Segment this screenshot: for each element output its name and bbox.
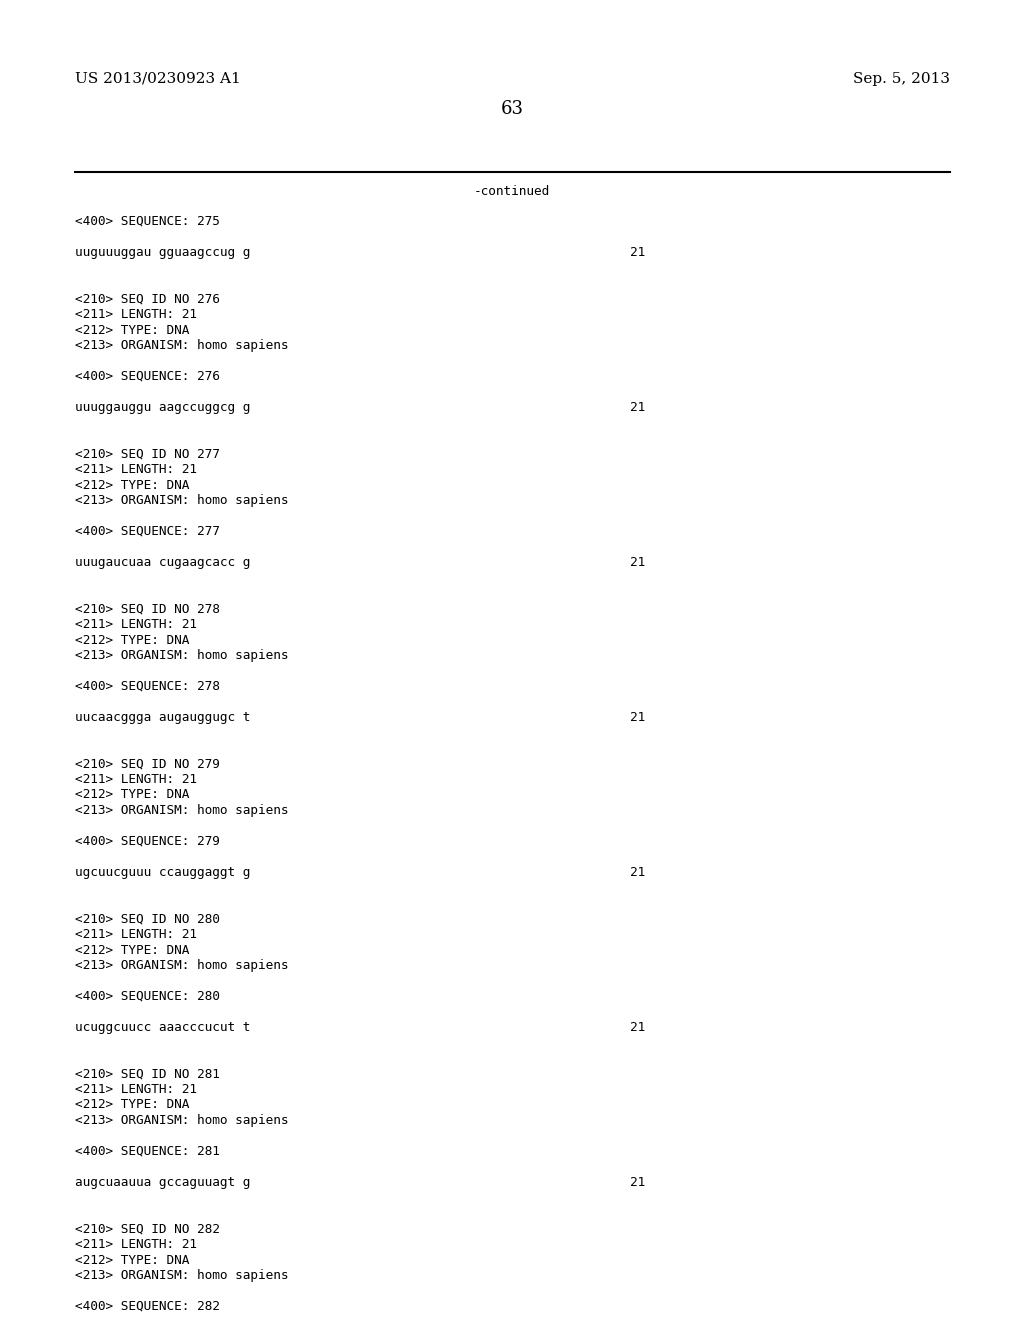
Text: <211> LENGTH: 21: <211> LENGTH: 21 (75, 308, 197, 321)
Text: <213> ORGANISM: homo sapiens: <213> ORGANISM: homo sapiens (75, 1114, 289, 1127)
Text: 21: 21 (630, 556, 645, 569)
Text: <213> ORGANISM: homo sapiens: <213> ORGANISM: homo sapiens (75, 649, 289, 663)
Text: -continued: -continued (474, 185, 550, 198)
Text: <400> SEQUENCE: 275: <400> SEQUENCE: 275 (75, 215, 220, 228)
Text: <210> SEQ ID NO 282: <210> SEQ ID NO 282 (75, 1222, 220, 1236)
Text: augcuaauua gccaguuagt g: augcuaauua gccaguuagt g (75, 1176, 251, 1189)
Text: <400> SEQUENCE: 276: <400> SEQUENCE: 276 (75, 370, 220, 383)
Text: <213> ORGANISM: homo sapiens: <213> ORGANISM: homo sapiens (75, 804, 289, 817)
Text: <211> LENGTH: 21: <211> LENGTH: 21 (75, 1238, 197, 1251)
Text: ugcuucguuu ccauggaggt g: ugcuucguuu ccauggaggt g (75, 866, 251, 879)
Text: 21: 21 (630, 1020, 645, 1034)
Text: <210> SEQ ID NO 279: <210> SEQ ID NO 279 (75, 758, 220, 771)
Text: <211> LENGTH: 21: <211> LENGTH: 21 (75, 1082, 197, 1096)
Text: Sep. 5, 2013: Sep. 5, 2013 (853, 73, 950, 86)
Text: <400> SEQUENCE: 282: <400> SEQUENCE: 282 (75, 1300, 220, 1313)
Text: <211> LENGTH: 21: <211> LENGTH: 21 (75, 928, 197, 941)
Text: ucuggcuucc aaacccucut t: ucuggcuucc aaacccucut t (75, 1020, 251, 1034)
Text: <210> SEQ ID NO 278: <210> SEQ ID NO 278 (75, 602, 220, 615)
Text: <213> ORGANISM: homo sapiens: <213> ORGANISM: homo sapiens (75, 1269, 289, 1282)
Text: uuugaucuaa cugaagcacc g: uuugaucuaa cugaagcacc g (75, 556, 251, 569)
Text: <212> TYPE: DNA: <212> TYPE: DNA (75, 634, 189, 647)
Text: 63: 63 (501, 100, 523, 117)
Text: <213> ORGANISM: homo sapiens: <213> ORGANISM: homo sapiens (75, 339, 289, 352)
Text: uuguuuggau gguaagccug g: uuguuuggau gguaagccug g (75, 246, 251, 259)
Text: 21: 21 (630, 711, 645, 723)
Text: <213> ORGANISM: homo sapiens: <213> ORGANISM: homo sapiens (75, 960, 289, 972)
Text: <210> SEQ ID NO 277: <210> SEQ ID NO 277 (75, 447, 220, 461)
Text: US 2013/0230923 A1: US 2013/0230923 A1 (75, 73, 241, 86)
Text: <400> SEQUENCE: 279: <400> SEQUENCE: 279 (75, 836, 220, 847)
Text: <212> TYPE: DNA: <212> TYPE: DNA (75, 1098, 189, 1111)
Text: <212> TYPE: DNA: <212> TYPE: DNA (75, 788, 189, 801)
Text: <400> SEQUENCE: 278: <400> SEQUENCE: 278 (75, 680, 220, 693)
Text: 21: 21 (630, 1176, 645, 1189)
Text: uuuggauggu aagccuggcg g: uuuggauggu aagccuggcg g (75, 401, 251, 414)
Text: 21: 21 (630, 401, 645, 414)
Text: <211> LENGTH: 21: <211> LENGTH: 21 (75, 618, 197, 631)
Text: <211> LENGTH: 21: <211> LENGTH: 21 (75, 463, 197, 477)
Text: <400> SEQUENCE: 281: <400> SEQUENCE: 281 (75, 1144, 220, 1158)
Text: <212> TYPE: DNA: <212> TYPE: DNA (75, 323, 189, 337)
Text: <400> SEQUENCE: 277: <400> SEQUENCE: 277 (75, 525, 220, 539)
Text: <210> SEQ ID NO 280: <210> SEQ ID NO 280 (75, 912, 220, 925)
Text: <212> TYPE: DNA: <212> TYPE: DNA (75, 479, 189, 491)
Text: <211> LENGTH: 21: <211> LENGTH: 21 (75, 774, 197, 785)
Text: <400> SEQUENCE: 280: <400> SEQUENCE: 280 (75, 990, 220, 1003)
Text: uucaacggga augauggugc t: uucaacggga augauggugc t (75, 711, 251, 723)
Text: <212> TYPE: DNA: <212> TYPE: DNA (75, 944, 189, 957)
Text: <210> SEQ ID NO 276: <210> SEQ ID NO 276 (75, 293, 220, 305)
Text: 21: 21 (630, 246, 645, 259)
Text: <210> SEQ ID NO 281: <210> SEQ ID NO 281 (75, 1068, 220, 1081)
Text: <212> TYPE: DNA: <212> TYPE: DNA (75, 1254, 189, 1266)
Text: 21: 21 (630, 866, 645, 879)
Text: <213> ORGANISM: homo sapiens: <213> ORGANISM: homo sapiens (75, 494, 289, 507)
